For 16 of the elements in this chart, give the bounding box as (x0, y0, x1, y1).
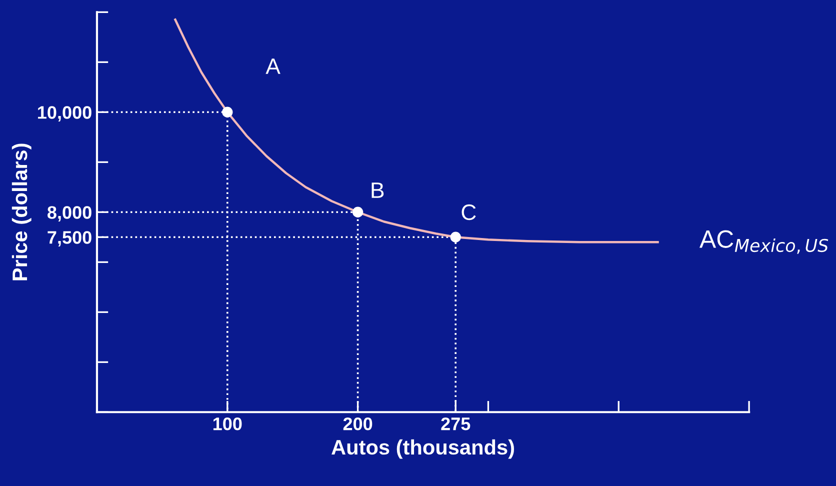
line-series (174, 18, 659, 244)
y-tick-label: 8,000 (48, 206, 92, 222)
x-axis-title: Autos (thousands) (332, 439, 514, 459)
y-tick-label: 10,000 (38, 106, 92, 122)
y-tick-label: 7,500 (48, 231, 92, 246)
annotation: B (372, 182, 384, 198)
x-tick-label: 275 (441, 417, 470, 430)
annotation: AC$_{Mexico,US}$ (699, 230, 828, 254)
annotation: C (462, 204, 476, 220)
y-axis-title: Price (dollars) (12, 144, 32, 280)
annotation: A (266, 58, 280, 74)
x-tick-label: 200 (343, 417, 372, 430)
point (222, 106, 233, 118)
point (450, 232, 461, 242)
point (352, 206, 364, 218)
x-tick-label: 100 (213, 417, 242, 430)
